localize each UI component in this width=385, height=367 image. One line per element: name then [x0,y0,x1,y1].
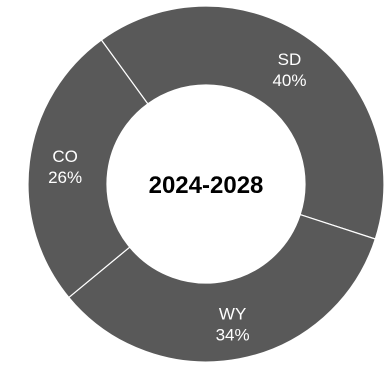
center-title: 2024-2028 [149,172,264,199]
slice-label-sd: SD [278,50,302,69]
slice-labels: SD 40% WY 34% CO 26% [48,50,306,344]
slice-value-sd: 40% [272,71,306,90]
donut-slices [27,5,385,363]
slice-wy [68,213,377,363]
slice-label-co: CO [52,147,78,166]
slice-value-wy: 34% [216,325,250,344]
slice-sd [100,5,385,240]
slice-co [27,39,149,299]
slice-value-co: 26% [48,168,82,187]
slice-label-wy: WY [219,304,246,323]
